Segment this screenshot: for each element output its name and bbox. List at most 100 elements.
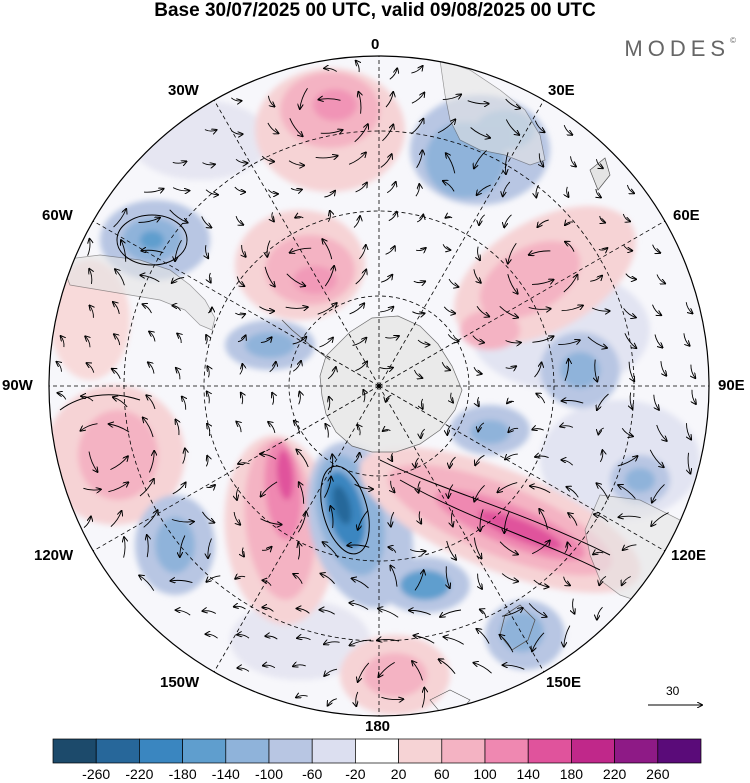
colorbar-tick-label: 220	[602, 766, 627, 782]
wind-vector	[503, 181, 511, 196]
wind-vector	[347, 545, 370, 547]
wind-vector	[297, 512, 306, 533]
wind-vector	[272, 212, 274, 221]
wind-vector	[685, 302, 692, 313]
wind-vector	[618, 485, 636, 499]
wind-vector	[652, 304, 662, 316]
wind-vector	[649, 449, 664, 467]
wind-vector	[378, 662, 395, 677]
wind-vector	[328, 397, 330, 411]
wind-vector	[293, 665, 306, 666]
wind-vector	[441, 362, 450, 370]
wind-vector	[324, 642, 340, 644]
wind-vector	[503, 665, 525, 670]
wind-vector	[319, 99, 341, 101]
wind-vector	[88, 239, 90, 256]
wind-vector	[324, 191, 335, 198]
wind-vector	[412, 312, 424, 314]
wind-vector	[380, 154, 392, 168]
wind-vector	[415, 184, 420, 197]
wind-vector	[176, 610, 191, 616]
wind-vector	[206, 245, 209, 258]
wind-vector	[143, 418, 154, 438]
wind-vector	[207, 392, 210, 404]
wind-vector	[528, 603, 547, 616]
wind-vector	[296, 450, 309, 468]
colorbar-tick-label: -100	[254, 766, 284, 782]
wind-vector	[536, 184, 539, 197]
wind-vector	[324, 266, 334, 287]
wind-vector	[172, 161, 187, 163]
wind-vector	[388, 212, 397, 222]
wind-vector	[260, 454, 277, 460]
wind-vector	[169, 209, 188, 223]
wind-vector	[388, 547, 397, 553]
wind-vector	[473, 367, 482, 374]
wind-vector	[171, 520, 194, 523]
wind-vector	[242, 244, 246, 257]
wind-vector	[141, 250, 164, 252]
wind-vector	[382, 125, 393, 142]
modes-logo: MODES©	[624, 36, 736, 62]
wind-vector	[532, 336, 553, 343]
wind-vector	[539, 153, 543, 166]
wind-vector	[354, 483, 373, 489]
colorbar-tick-label: -20	[345, 766, 366, 782]
wind-vector	[508, 428, 519, 432]
wind-vector	[473, 537, 481, 559]
label-lon-30e: 30E	[548, 82, 575, 99]
wind-vector	[599, 215, 605, 223]
colorbar-swatch	[484, 738, 529, 764]
wind-vector	[446, 153, 456, 174]
wind-vector	[597, 606, 603, 620]
wind-vector	[414, 636, 435, 644]
wind-vector	[505, 98, 520, 108]
wind-vector	[172, 187, 189, 191]
colorbar-tick-label: -260	[82, 766, 111, 782]
colorbar-tick-label: 60	[434, 766, 450, 782]
label-lon-0: 0	[371, 36, 380, 53]
wind-vector	[507, 273, 518, 294]
wind-vector	[534, 363, 542, 378]
wind-vector	[182, 449, 186, 464]
wind-vector	[475, 454, 485, 465]
wind-vector	[440, 609, 462, 617]
wind-vector	[206, 575, 221, 582]
colorbar-swatch	[95, 738, 140, 764]
wind-vector	[182, 397, 186, 410]
colorbar-tick-label: 100	[473, 766, 497, 782]
wind-vector	[358, 510, 369, 530]
wind-vector	[110, 511, 122, 527]
wind-vector	[241, 393, 243, 405]
wind-vector	[421, 398, 422, 409]
colorbar-swatch	[571, 738, 615, 764]
wind-vector	[177, 334, 181, 344]
wind-vector	[415, 457, 419, 468]
wind-vector	[567, 186, 569, 197]
wind-vector	[651, 512, 669, 526]
south-america-coast	[59, 254, 216, 331]
wind-vector	[413, 369, 422, 378]
colorbar-tick-label: -220	[125, 766, 154, 782]
wind-vector	[358, 662, 370, 682]
wind-vector	[630, 392, 632, 409]
wind-vector	[591, 307, 610, 311]
wind-vector	[138, 218, 160, 223]
wind-vector	[202, 511, 214, 523]
wind-vector	[85, 336, 90, 348]
wind-vector	[386, 182, 396, 194]
wind-vector	[206, 485, 215, 488]
wind-vector	[239, 364, 243, 375]
wind-vector	[451, 392, 453, 403]
wind-vector	[505, 366, 516, 368]
wind-vector	[350, 639, 372, 645]
wind-vector	[348, 153, 366, 165]
wind-vector	[499, 305, 518, 317]
wind-vector	[325, 424, 328, 438]
wind-vector	[597, 393, 609, 410]
wind-vector	[530, 486, 551, 494]
wind-vector	[290, 247, 312, 253]
wind-vector	[267, 95, 274, 107]
label-lon-60e: 60E	[673, 207, 700, 224]
wind-vector	[363, 390, 364, 403]
